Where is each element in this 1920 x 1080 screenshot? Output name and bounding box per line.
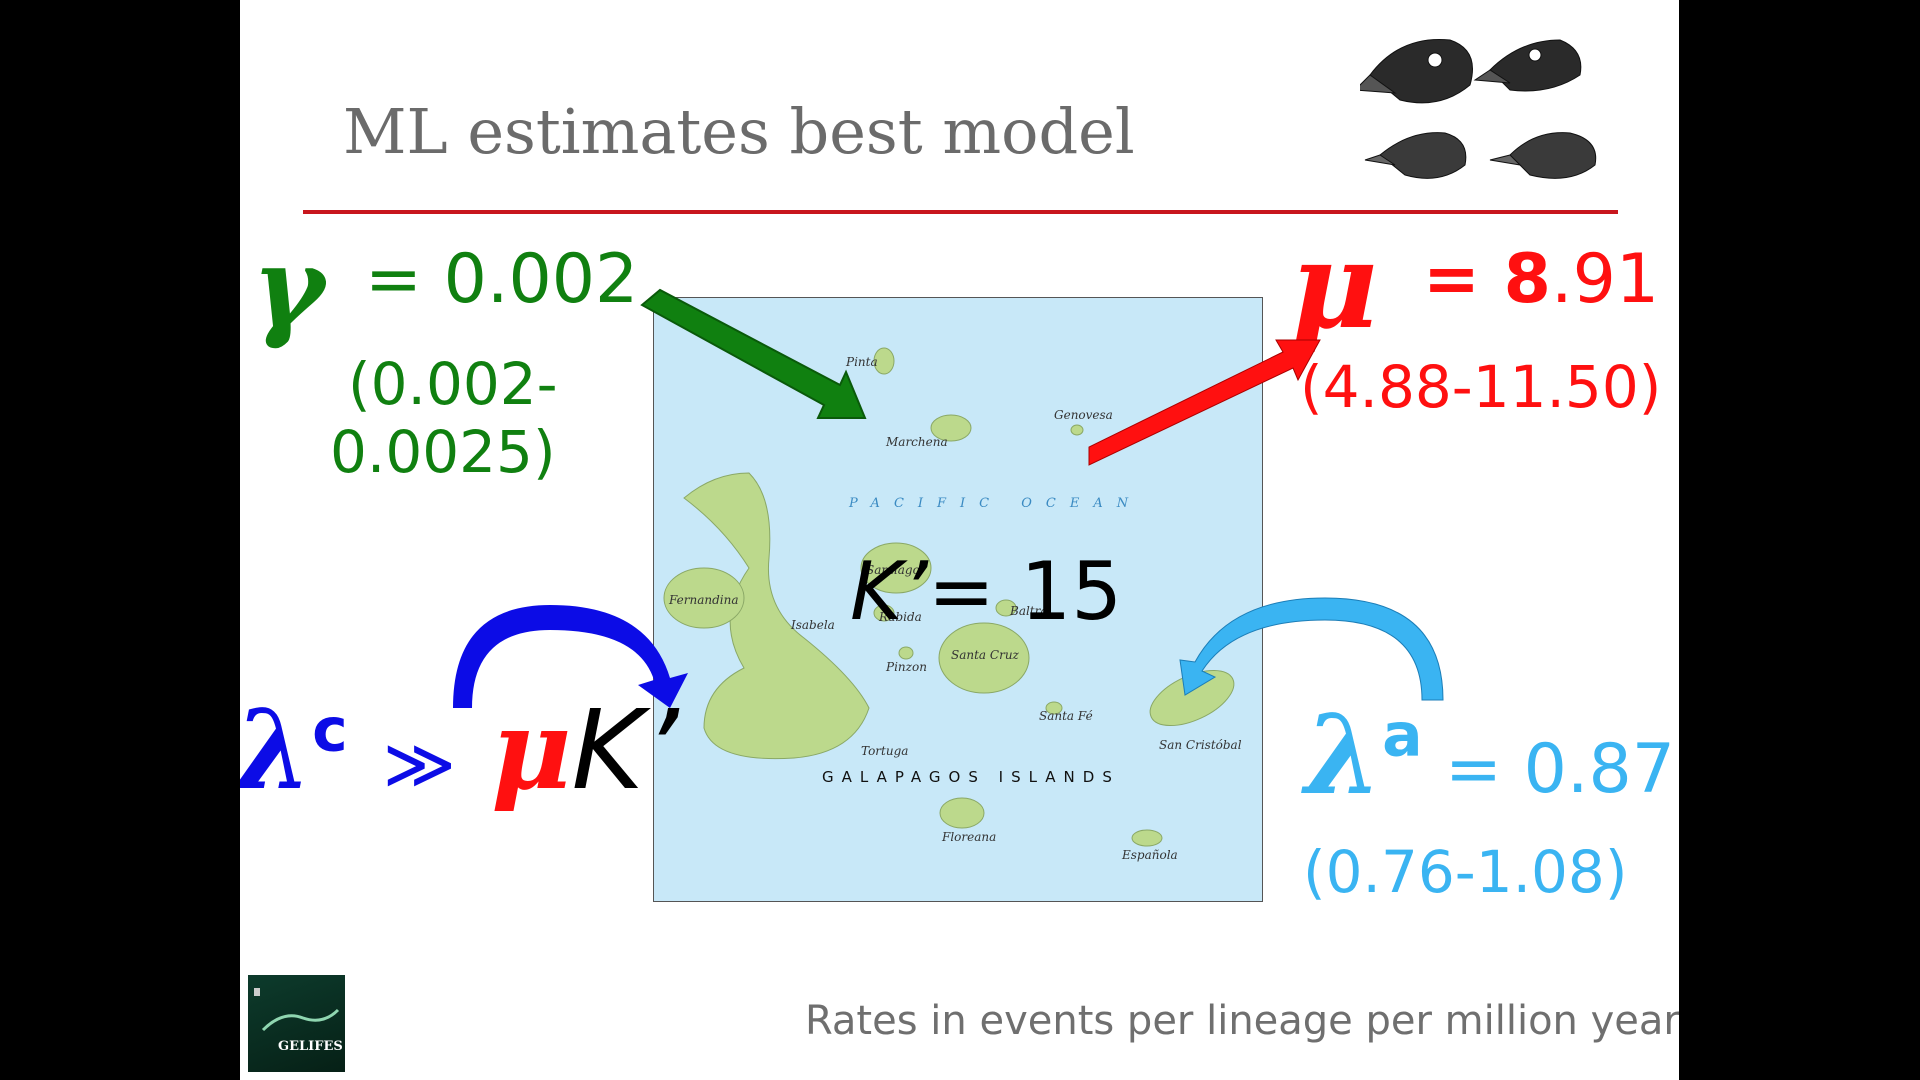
map-label: Santiago [866, 563, 920, 577]
gamma-ci-line1: (0.002- [348, 350, 558, 418]
map-label: Fernandina [669, 593, 739, 607]
gamma-ci-line2: 0.0025) [330, 418, 556, 486]
map-label: Floreana [942, 830, 997, 844]
map-label: Pinzon [886, 660, 927, 674]
logo-name: GELIFES [278, 1039, 343, 1054]
map-label: Baltra [1010, 604, 1048, 618]
green-arrow-icon [640, 288, 867, 419]
ocean-label: PACIFIC OCEAN [849, 496, 1143, 511]
map-label: Genovesa [1054, 408, 1113, 422]
mu-value-bold: = 8 [1423, 240, 1551, 319]
mu-value-rest: .91 [1550, 240, 1660, 319]
gamma-value: = 0.002 [365, 240, 639, 319]
island-genovesa [1070, 424, 1084, 436]
map-label: San Cristóbal [1159, 738, 1242, 752]
island-pinta [873, 347, 895, 375]
map-label: Tortuga [861, 744, 909, 758]
logo-graphic-icon [254, 988, 340, 1032]
lambda-a-symbol: λ [1305, 690, 1383, 819]
gamma-estimate: γ [252, 222, 325, 351]
mu-value: = 8.91 [1423, 240, 1659, 319]
gamma-symbol: γ [252, 222, 325, 351]
island-rabida [873, 604, 895, 622]
mu-ci: (4.88-11.50) [1300, 353, 1662, 421]
island-fernandina [663, 567, 745, 629]
red-arrow-icon [1088, 339, 1321, 466]
finch-illustration [1360, 38, 1597, 179]
lambda-c-mu: μ [490, 685, 572, 814]
map-label: Isabela [791, 618, 835, 632]
rates-footnote: Rates in events per lineage per million … [805, 998, 1679, 1044]
lambda-a-value: = 0.87 [1445, 730, 1675, 809]
lambda-c-k: K’ [571, 686, 679, 814]
island-santa-cruz [938, 622, 1030, 694]
island-floreana [939, 797, 985, 829]
island-santa-fe [1045, 701, 1063, 715]
map-label: Pinta [846, 355, 878, 369]
lambda-a-estimate: λa [1305, 700, 1423, 810]
galapagos-map: Pinta Marchena Genovesa Fernandina Isabe… [653, 297, 1263, 902]
map-label: Santa Fé [1039, 709, 1093, 723]
slide: ML estimates best model [240, 0, 1679, 1080]
mu-estimate: μ [1290, 215, 1378, 356]
title-divider [303, 210, 1618, 214]
gelifes-logo: GELIFES [248, 975, 345, 1072]
map-label: Española [1122, 848, 1178, 862]
lambda-c-sup: c [312, 695, 348, 766]
much-greater-symbol: ≫ [382, 723, 456, 805]
k-prime-eq: = 15 [927, 545, 1123, 638]
mu-symbol: μ [1290, 215, 1378, 356]
lambda-a-ci: (0.76-1.08) [1303, 838, 1628, 906]
k-prime-value: K’= 15 [850, 545, 1122, 638]
island-espanola [1131, 829, 1163, 847]
map-label: Marchena [886, 435, 948, 449]
k-prime-symbol: K’ [850, 545, 928, 638]
cyan-curved-arrow-icon [1179, 597, 1444, 701]
lambda-a-sup: a [1382, 700, 1423, 771]
island-baltra [995, 599, 1017, 617]
island-shapes [663, 347, 1235, 847]
lambda-c-relation: λc ≫ μK’ [240, 695, 679, 806]
map-label: Santa Cruz [951, 648, 1019, 662]
island-marchena [930, 414, 972, 442]
map-label: Rabida [879, 610, 922, 624]
arrows-layer [453, 288, 1444, 708]
slide-title: ML estimates best model [343, 95, 1135, 168]
blue-curved-arrow-icon [453, 605, 688, 708]
island-pinzon [898, 646, 914, 660]
lambda-c-symbol: λ [240, 685, 313, 814]
archipelago-label: GALAPAGOS ISLANDS [822, 768, 1120, 786]
island-santiago [860, 542, 932, 594]
